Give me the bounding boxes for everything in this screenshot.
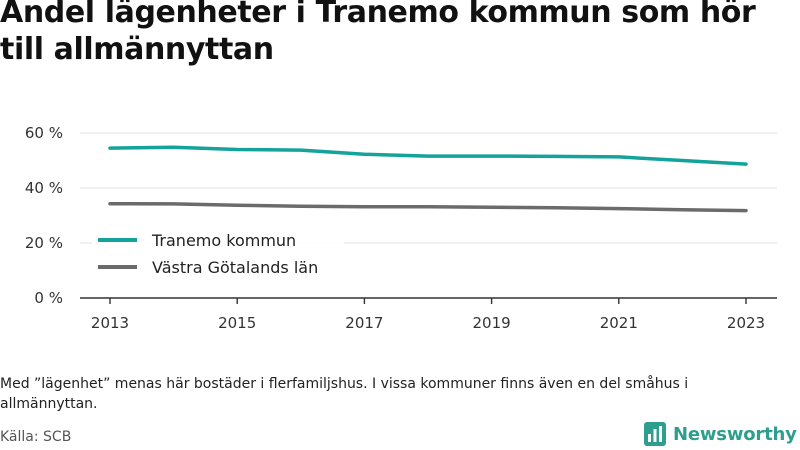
- series-line-1: [108, 145, 748, 166]
- source-label: Källa: SCB: [0, 429, 72, 445]
- x-tick-label: 2021: [600, 314, 638, 332]
- x-tick-label: 2023: [727, 314, 765, 332]
- legend-label: Västra Götalands län: [152, 258, 318, 277]
- series-lines: [108, 145, 748, 213]
- legend-label: Tranemo kommun: [151, 231, 296, 250]
- brand-name: Newsworthy: [673, 423, 797, 445]
- chart-title: Andel lägenheter i Tranemo kommun som hö…: [0, 0, 756, 67]
- x-tick-label: 2013: [91, 314, 129, 332]
- x-tick-label: 2015: [218, 314, 256, 332]
- line-chart: 0 % 20 % 40 % 60 % 2013 2015 2017 2019 2021 2023…: [25, 124, 777, 332]
- brand-logo: Newsworthy: [644, 420, 797, 448]
- y-tick-labels: 0 % 20 % 40 % 60 %: [25, 124, 63, 307]
- x-tick-labels: 2013 2015 2017 2019 2021 2023: [91, 314, 765, 332]
- x-tick-label: 2019: [473, 314, 511, 332]
- y-tick-label: 40 %: [25, 179, 63, 197]
- bar-chart-logo-icon: [644, 422, 666, 446]
- series-line-2: [108, 201, 748, 213]
- x-tick-label: 2017: [345, 314, 383, 332]
- gridlines: [80, 132, 777, 244]
- x-axis: [80, 297, 777, 304]
- y-tick-label: 60 %: [25, 124, 63, 142]
- y-tick-label: 0 %: [34, 289, 63, 307]
- y-tick-label: 20 %: [25, 234, 63, 252]
- legend: Tranemo kommun Västra Götalands län: [92, 228, 344, 279]
- footnote: Med ”lägenhet” menas här bostäder i fler…: [0, 376, 689, 412]
